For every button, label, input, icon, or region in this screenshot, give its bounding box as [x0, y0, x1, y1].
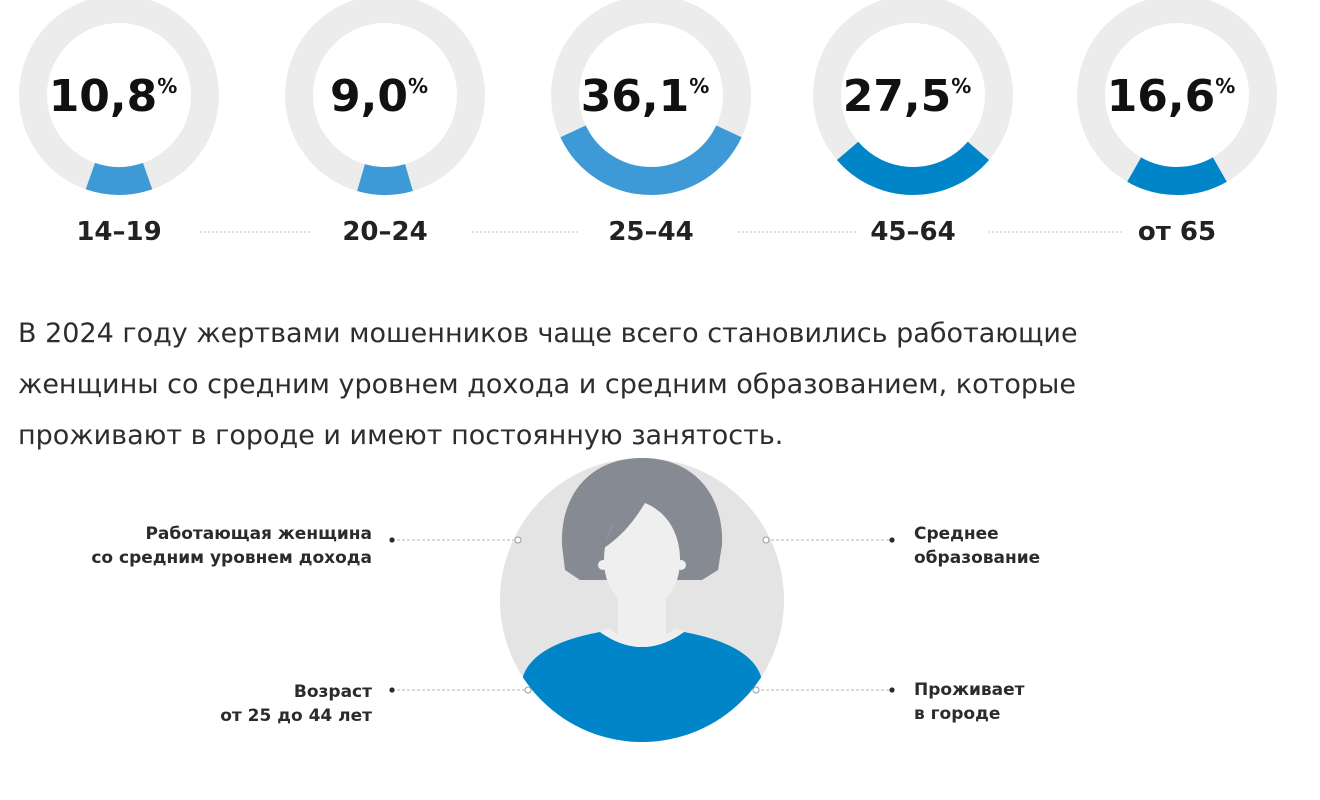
- woman-avatar-icon: [500, 458, 784, 742]
- age-group-label: 14–19: [76, 217, 161, 247]
- trait-age: Возраст от 25 до 44 лет: [220, 680, 372, 728]
- donut-segment: [1127, 157, 1227, 195]
- age-group-label: 25–44: [608, 217, 693, 247]
- summary-text: В 2024 году жертвами мошенников чаще все…: [18, 308, 1218, 461]
- percentage-value: 16,6: [1107, 71, 1216, 122]
- trait-working-woman: Работающая женщина со средним уровнем до…: [91, 522, 372, 570]
- percentage-value: 10,8: [49, 71, 158, 122]
- trait-line: со средним уровнем дохода: [91, 548, 372, 568]
- connector-dot: [889, 537, 895, 543]
- connector-dot: [889, 687, 895, 693]
- percentage-label: 16,6%: [1107, 71, 1236, 122]
- trait-line: в городе: [914, 704, 1001, 724]
- age-group-label: от 65: [1138, 217, 1216, 247]
- trait-line: образование: [914, 548, 1041, 568]
- percentage-label: 9,0%: [330, 71, 428, 122]
- percentage-unit: %: [951, 74, 971, 98]
- age-group-label: 45–64: [870, 217, 955, 247]
- trait-line: Проживает: [914, 680, 1025, 700]
- percentage-unit: %: [1215, 74, 1235, 98]
- percentage-unit: %: [408, 74, 428, 98]
- victim-portrait: [389, 458, 895, 742]
- trait-city: Проживает в городе: [914, 678, 1025, 726]
- connector-lines: [389, 537, 895, 693]
- age-donut-chart: 10,8% 14–19 9,0% 20–24 36,1% 25–44 27,5% 45–64 1…: [19, 0, 1277, 247]
- percentage-label: 27,5%: [843, 71, 972, 122]
- trait-education: Среднее образование: [914, 522, 1040, 570]
- summary-line-2: женщины со средним уровнем дохода и сред…: [18, 369, 1076, 400]
- donut-segment: [560, 125, 742, 195]
- summary-line-3: проживают в городе и имеют постоянную за…: [18, 420, 784, 451]
- trait-line: Работающая женщина: [145, 524, 372, 544]
- connector-dot: [389, 537, 395, 543]
- percentage-value: 27,5: [843, 71, 952, 122]
- age-group-label: 20–24: [342, 217, 427, 247]
- donut-segment: [836, 141, 990, 195]
- percentage-value: 9,0: [330, 71, 408, 122]
- percentage-value: 36,1: [581, 71, 690, 122]
- connector-dot: [389, 687, 395, 693]
- percentage-unit: %: [157, 74, 177, 98]
- trait-line: от 25 до 44 лет: [220, 706, 372, 726]
- trait-line: Среднее: [914, 524, 999, 544]
- percentage-label: 10,8%: [49, 71, 178, 122]
- percentage-unit: %: [689, 74, 709, 98]
- donut-segment: [357, 164, 413, 195]
- trait-line: Возраст: [293, 682, 372, 702]
- avatar-body: [504, 632, 780, 742]
- summary-line-1: В 2024 году жертвами мошенников чаще все…: [18, 318, 1078, 349]
- percentage-label: 36,1%: [581, 71, 710, 122]
- donut-segment: [85, 162, 153, 195]
